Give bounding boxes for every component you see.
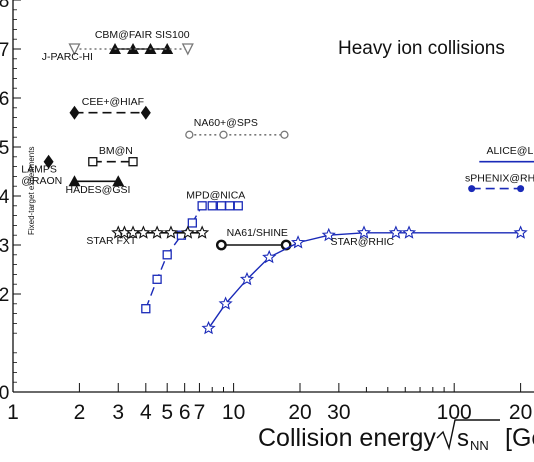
x-tick-label: 20 xyxy=(509,401,532,424)
series-bm-n xyxy=(88,157,138,167)
marker-star xyxy=(401,225,417,239)
series-line xyxy=(208,232,521,329)
marker-star xyxy=(291,235,306,249)
svg-text:NN: NN xyxy=(470,438,489,453)
marker-square xyxy=(233,201,243,211)
marker-circle xyxy=(280,130,289,139)
x-axis-title: Collision energy s NN [Ge xyxy=(258,419,534,453)
marker-triangle xyxy=(112,175,125,187)
experiment-label: sPHENIX@RHIC xyxy=(465,172,534,184)
marker-circle xyxy=(219,130,228,139)
x-tick-label: 10 xyxy=(222,401,245,424)
marker-star xyxy=(262,249,277,264)
x-tick-label: 30 xyxy=(327,401,350,424)
x-tick-label: 2 xyxy=(74,401,86,424)
marker-triangle-down xyxy=(181,43,194,56)
marker-circle xyxy=(215,239,227,251)
series-j-parc-hi xyxy=(68,43,194,56)
marker-diamond xyxy=(140,105,151,120)
series-star-fxt xyxy=(111,225,210,239)
marker-star xyxy=(195,225,210,239)
marker-square xyxy=(225,201,235,211)
marker-star xyxy=(136,225,151,239)
y-tick-label: 8 xyxy=(0,0,9,12)
experiment-label: BM@N xyxy=(99,145,133,157)
experiment-label: ALICE@L xyxy=(486,145,533,157)
marker-circle-filled xyxy=(468,185,476,193)
y-tick-label: 5 xyxy=(0,138,9,159)
series-sphenix-rhic xyxy=(468,185,525,193)
experiment-label: CBM@FAIR SIS100 xyxy=(95,29,190,41)
marker-diamond xyxy=(43,154,54,169)
fixed-target-annotation: Fixed-target experiments xyxy=(27,147,36,235)
experiment-label: STAR@RHIC xyxy=(331,236,395,248)
marker-square xyxy=(197,201,207,211)
marker-star xyxy=(356,225,372,239)
marker-square xyxy=(207,201,217,211)
series-na61-shine xyxy=(215,239,292,251)
experiment-label: CEE+@HIAF xyxy=(82,96,144,108)
series-na60-sps xyxy=(185,130,289,139)
marker-star xyxy=(513,225,528,239)
series-mpd-nica xyxy=(141,201,243,314)
marker-triangle xyxy=(68,175,81,187)
marker-star xyxy=(218,296,233,310)
x-tick-label: 6 xyxy=(179,401,191,424)
y-tick-label: 7 xyxy=(0,40,9,61)
marker-square xyxy=(141,304,151,314)
marker-square xyxy=(187,218,197,228)
sqrt-snn-symbol: s NN xyxy=(436,419,500,453)
marker-square xyxy=(88,157,98,167)
marker-circle-filled xyxy=(517,185,525,193)
x-tick-label: 4 xyxy=(140,401,152,424)
y-tick-label: 2 xyxy=(0,285,9,306)
marker-circle xyxy=(185,130,194,139)
marker-triangle xyxy=(127,43,140,54)
marker-square xyxy=(152,274,162,284)
marker-star xyxy=(163,225,179,239)
marker-square xyxy=(216,201,227,211)
chart-title: Heavy ion collisions xyxy=(338,38,505,59)
y-tick-label: 4 xyxy=(0,187,10,208)
experiment-label: MPD@NICA xyxy=(186,189,245,201)
svg-text:s: s xyxy=(457,425,469,452)
marker-star xyxy=(321,227,336,242)
marker-square xyxy=(162,250,172,260)
x-tick-label: 3 xyxy=(112,401,124,424)
marker-triangle-down xyxy=(68,43,81,56)
x-tick-label: 100 xyxy=(437,401,472,424)
x-tick-label: 1 xyxy=(7,401,19,424)
y-tick-label: 6 xyxy=(0,89,9,110)
experiment-label: LAMPS xyxy=(21,163,57,175)
marker-star xyxy=(180,225,195,239)
marker-triangle xyxy=(161,43,174,54)
series-hades-gsi xyxy=(68,175,125,187)
experiment-label: HADES@GSI xyxy=(66,184,131,196)
x-axis-unit-text: [Ge xyxy=(505,424,534,452)
y-tick-label: 0 xyxy=(0,383,9,404)
marker-star xyxy=(150,225,165,239)
marker-star xyxy=(388,225,403,239)
marker-star xyxy=(201,320,216,335)
x-tick-label: 7 xyxy=(194,401,206,424)
series-layer xyxy=(43,43,534,335)
x-tick-label: 20 xyxy=(288,401,311,424)
marker-square xyxy=(128,157,138,167)
experiment-label: J-PARC-HI xyxy=(42,51,93,63)
marker-star xyxy=(239,271,255,286)
series-lamps-raon xyxy=(43,154,54,169)
experiment-label: STAR FXT xyxy=(86,235,137,247)
x-tick-label: 5 xyxy=(161,401,173,424)
marker-diamond xyxy=(69,105,80,120)
y-tick-label: 3 xyxy=(0,236,9,257)
experiment-label: @RAON xyxy=(21,175,62,187)
experiment-label: NA61/SHINE xyxy=(227,227,288,239)
series-star-rhic xyxy=(201,225,528,335)
experiment-label: NA60+@SPS xyxy=(194,117,258,129)
x-axis-title-text: Collision energy xyxy=(258,424,436,452)
series-cee-hiaf xyxy=(69,105,151,120)
